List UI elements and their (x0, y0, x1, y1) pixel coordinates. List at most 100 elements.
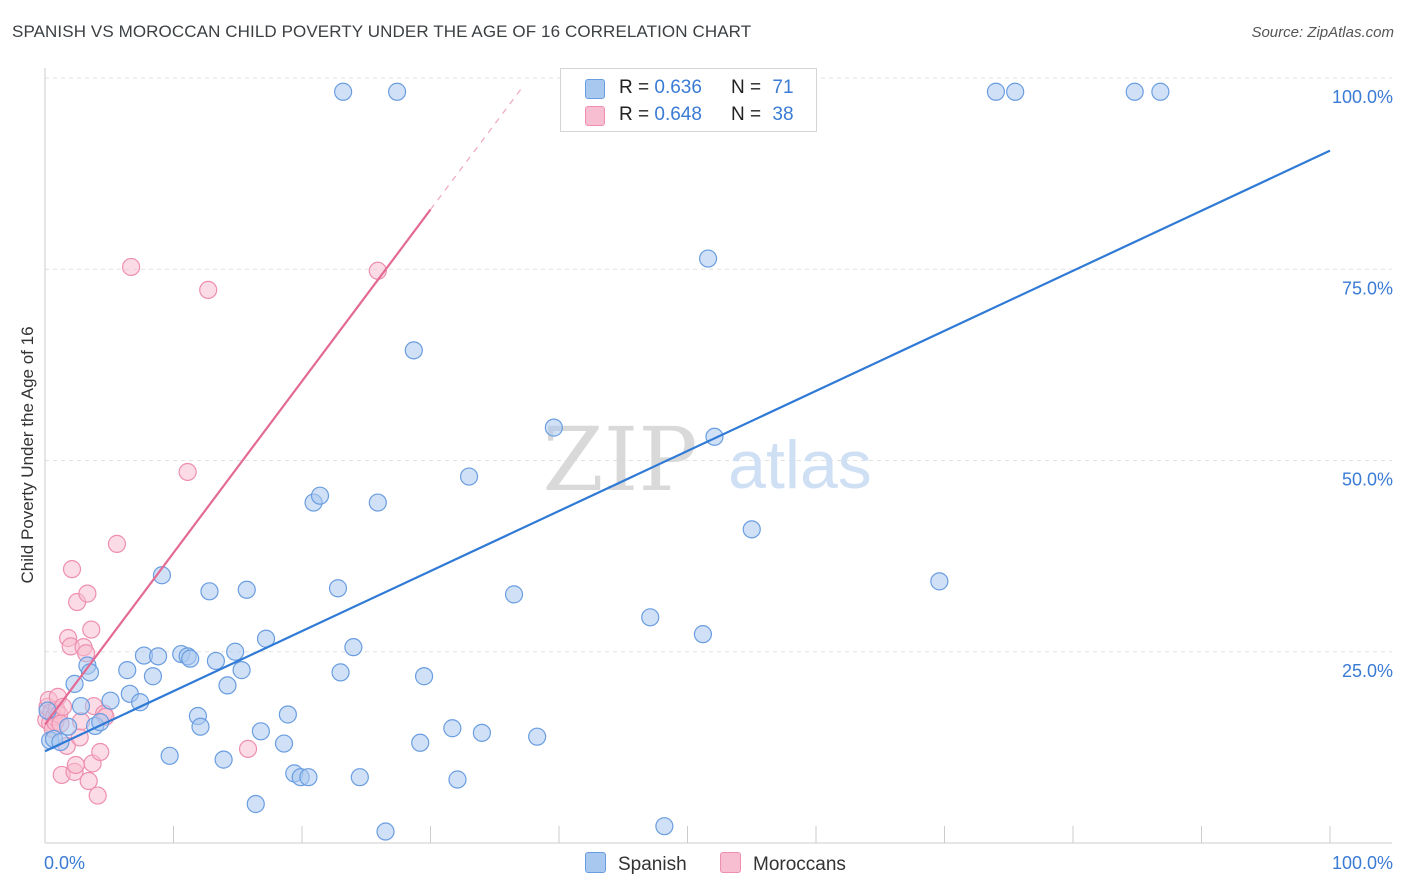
spanish-point (237, 580, 256, 599)
spanish-point (705, 427, 724, 446)
bottom-legend-moroccans-label: Moroccans (753, 854, 846, 875)
spanish-point (310, 486, 330, 505)
spanish-point (59, 717, 78, 736)
spanish-point (344, 638, 363, 657)
spanish-point (200, 582, 219, 601)
spanish-point (206, 651, 226, 671)
spanish-point (331, 663, 350, 682)
spanish-point (226, 642, 245, 661)
spanish-point (274, 734, 294, 753)
spanish-point (544, 418, 563, 437)
spanish-point (38, 701, 57, 720)
spanish-point (299, 768, 318, 787)
spanish-point (655, 817, 674, 836)
trend-lines (44, 86, 1331, 753)
spanish-point (414, 667, 434, 686)
spanish-point (232, 661, 251, 680)
spanish-point (986, 82, 1006, 101)
spanish-point (411, 733, 430, 752)
bottom-legend-moroccans: Moroccans (720, 852, 846, 876)
moroccan-trend-line (44, 208, 432, 726)
y-tick-label: 100.0% (1332, 87, 1393, 107)
spanish-trend-line (44, 149, 1331, 753)
legend: R = 0.636 N = 71 R = 0.648 N = 38 (560, 68, 817, 132)
moroccan-point (79, 771, 98, 791)
spanish-point (387, 82, 407, 101)
spanish-point (181, 649, 200, 668)
legend-moroccans-r: 0.648 (654, 104, 702, 125)
spanish-point (504, 585, 524, 604)
spanish-point (368, 493, 387, 512)
watermark-atlas: atlas (728, 427, 872, 503)
legend-r-label: R = (619, 77, 650, 98)
tick-labels: 25.0% 50.0% 75.0% 100.0% 0.0% 100.0% (44, 87, 1393, 873)
spanish-point (459, 467, 479, 486)
spanish-point (328, 579, 348, 598)
moroccan-point (107, 534, 127, 553)
legend-spanish-n: 71 (772, 77, 794, 98)
y-tick-label: 75.0% (1342, 278, 1393, 298)
spanish-point (1125, 82, 1144, 101)
spanish-point (334, 82, 353, 101)
spanish-point (218, 676, 237, 695)
spanish-point (641, 608, 660, 627)
legend-spanish-r: 0.636 (654, 77, 702, 98)
spanish-point (742, 520, 761, 539)
moroccan-point (66, 755, 85, 775)
moroccan-point (88, 786, 107, 805)
legend-r-label: R = (619, 104, 650, 125)
moroccan-point (62, 560, 82, 579)
chart-title: SPANISH VS MOROCCAN CHILD POVERTY UNDER … (12, 22, 752, 41)
moroccan-point (178, 462, 197, 482)
bottom-legend-spanish-label: Spanish (618, 854, 687, 875)
moroccan-point (78, 584, 97, 603)
legend-moroccans-n: 38 (772, 104, 794, 125)
spanish-point (214, 750, 233, 769)
spanish-point (443, 719, 462, 738)
chart-source: Source: ZipAtlas.com (1251, 24, 1394, 41)
spanish-point (472, 723, 491, 742)
legend-n-label: N = (731, 104, 762, 125)
bottom-legend-spanish: Spanish (585, 852, 687, 876)
x-tick-label-min: 0.0% (44, 853, 85, 873)
spanish-point (1006, 82, 1025, 101)
spanish-point (191, 717, 210, 736)
spanish-point (160, 746, 179, 765)
spanish-point (130, 693, 150, 712)
moroccan-point (82, 620, 101, 639)
bottom-moroccans-swatch (720, 852, 741, 873)
spanish-point (698, 249, 718, 268)
moroccan-point (121, 257, 141, 277)
y-tick-label: 50.0% (1342, 470, 1393, 490)
x-tick-label-max: 100.0% (1332, 853, 1393, 873)
moroccan-point (238, 739, 258, 759)
spanish-point (448, 770, 467, 789)
spanish-point (143, 667, 163, 686)
moroccans-swatch (585, 106, 605, 126)
spanish-point (350, 768, 369, 787)
gridlines (45, 77, 1392, 653)
spanish-point (148, 647, 168, 666)
spanish-point (528, 727, 547, 746)
spanish-point (404, 341, 423, 360)
moroccan-point (91, 742, 110, 762)
spanish-point (376, 822, 395, 841)
spanish-points (38, 82, 1170, 841)
moroccan-trend-extension (430, 86, 524, 210)
moroccan-point (199, 280, 218, 300)
spanish-point (693, 625, 713, 644)
spanish-point (1151, 82, 1170, 101)
watermark-zip: ZIP (542, 408, 697, 511)
spanish-point (118, 661, 137, 680)
bottom-spanish-swatch (585, 852, 606, 873)
spanish-point (251, 722, 270, 741)
y-tick-label: 25.0% (1342, 661, 1393, 681)
spanish-point (246, 794, 265, 814)
spanish-point (101, 691, 120, 710)
legend-n-label: N = (731, 77, 762, 98)
spanish-point (71, 696, 91, 716)
spanish-swatch (585, 79, 605, 99)
spanish-point (930, 572, 949, 591)
spanish-point (278, 705, 297, 724)
